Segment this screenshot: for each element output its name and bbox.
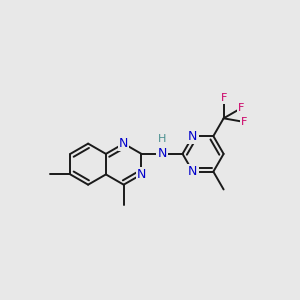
Text: F: F: [220, 93, 227, 103]
Text: H: H: [158, 134, 166, 144]
Text: N: N: [188, 165, 197, 178]
Text: F: F: [238, 103, 244, 113]
Text: N: N: [119, 137, 128, 150]
Text: N: N: [137, 168, 146, 181]
Text: N: N: [188, 130, 197, 142]
Text: F: F: [241, 117, 247, 127]
Text: N: N: [157, 147, 167, 161]
